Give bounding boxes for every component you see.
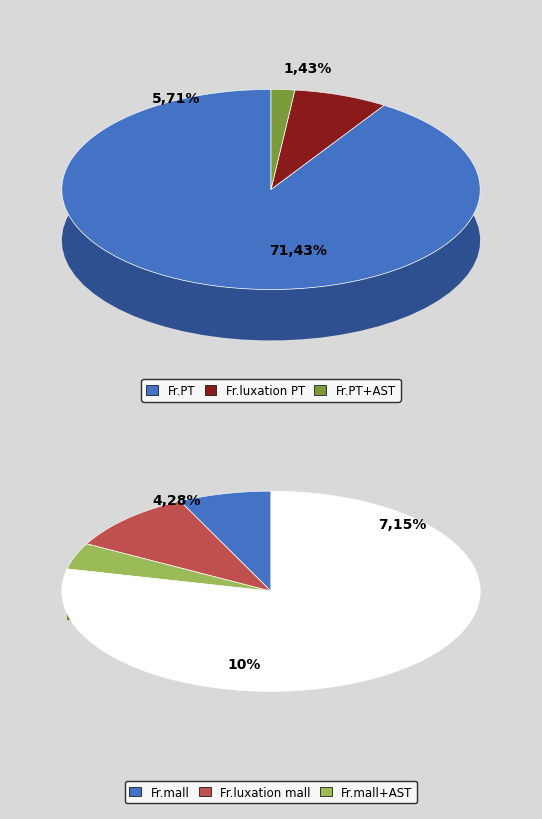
- Polygon shape: [180, 491, 271, 591]
- Polygon shape: [271, 91, 384, 190]
- Polygon shape: [87, 501, 180, 595]
- Polygon shape: [87, 501, 271, 591]
- Polygon shape: [271, 90, 295, 142]
- Polygon shape: [180, 501, 271, 642]
- Polygon shape: [87, 544, 271, 642]
- Polygon shape: [271, 90, 295, 190]
- Polygon shape: [87, 544, 271, 642]
- Polygon shape: [67, 569, 271, 642]
- Polygon shape: [180, 501, 271, 642]
- Polygon shape: [180, 491, 271, 552]
- Text: 1,43%: 1,43%: [283, 61, 332, 75]
- Polygon shape: [295, 91, 384, 157]
- Polygon shape: [67, 544, 271, 591]
- Polygon shape: [271, 91, 295, 241]
- Text: 5,71%: 5,71%: [152, 93, 201, 106]
- Text: 7,15%: 7,15%: [378, 518, 426, 532]
- Text: 4,28%: 4,28%: [152, 494, 201, 508]
- Polygon shape: [271, 91, 295, 241]
- Polygon shape: [62, 90, 480, 290]
- Polygon shape: [271, 106, 384, 241]
- Polygon shape: [271, 106, 384, 241]
- Polygon shape: [62, 491, 480, 691]
- Legend: Fr.mall, Fr.luxation mall, Fr.mall+AST: Fr.mall, Fr.luxation mall, Fr.mall+AST: [125, 781, 417, 803]
- Text: 10%: 10%: [227, 657, 260, 672]
- Polygon shape: [67, 544, 87, 620]
- Legend: Fr.PT, Fr.luxation PT, Fr.PT+AST: Fr.PT, Fr.luxation PT, Fr.PT+AST: [141, 380, 401, 402]
- Polygon shape: [62, 90, 480, 341]
- Text: 71,43%: 71,43%: [269, 243, 327, 257]
